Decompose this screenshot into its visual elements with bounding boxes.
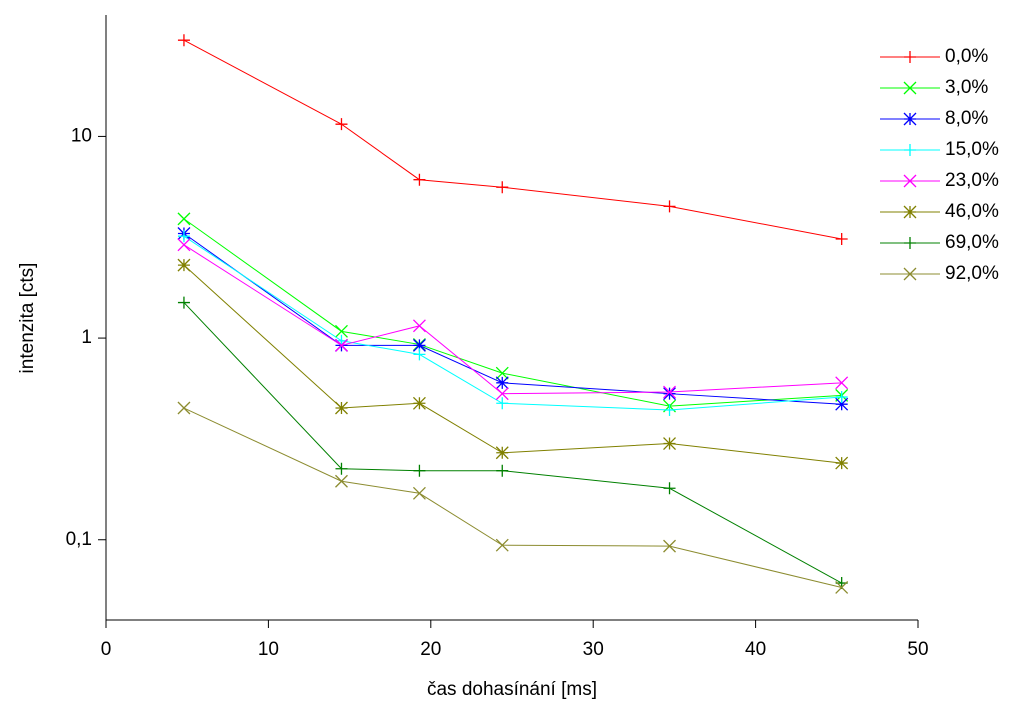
data-point <box>335 462 348 475</box>
data-point <box>663 437 676 450</box>
legend-label: 92,0% <box>945 263 999 284</box>
series-line <box>183 235 842 411</box>
data-point <box>835 391 848 404</box>
data-point <box>496 397 509 410</box>
legend-label: 15,0% <box>945 139 999 160</box>
data-point <box>412 486 426 500</box>
data-point <box>177 230 190 243</box>
series-line <box>183 302 842 584</box>
data-point <box>663 482 676 495</box>
data-point <box>177 238 191 252</box>
legend-label: 3,0% <box>945 77 988 98</box>
series-line <box>183 407 842 588</box>
data-point <box>413 348 426 361</box>
data-point <box>335 338 348 352</box>
x-tick-label: 30 <box>583 639 604 660</box>
legend-marker <box>903 205 917 219</box>
data-point <box>177 296 190 309</box>
data-point <box>495 376 509 390</box>
data-point <box>663 385 676 399</box>
legend-label: 46,0% <box>945 201 999 222</box>
legend-marker <box>904 237 916 249</box>
legend-label: 0,0% <box>945 46 988 67</box>
data-point <box>495 538 509 552</box>
data-point <box>663 403 676 416</box>
data-point <box>835 232 848 245</box>
x-tick-label: 0 <box>101 639 112 660</box>
y-tick-label: 1 <box>81 327 92 348</box>
x-tick-label: 40 <box>745 639 766 660</box>
data-point <box>663 539 676 553</box>
legend-marker <box>903 112 917 126</box>
series-line <box>183 264 842 464</box>
data-point <box>177 34 190 47</box>
legend-marker <box>903 174 917 188</box>
data-point <box>496 464 509 477</box>
data-point <box>412 338 426 352</box>
data-point <box>413 464 426 477</box>
data-point <box>412 319 426 333</box>
legend-marker <box>904 51 916 63</box>
x-tick-label: 10 <box>258 639 279 660</box>
data-point <box>495 446 509 460</box>
series-line <box>183 233 842 405</box>
legend-marker <box>903 81 917 95</box>
y-tick-label: 0,1 <box>66 529 92 550</box>
data-point <box>335 474 348 488</box>
y-tick-label: 10 <box>71 125 92 146</box>
x-tick-label: 50 <box>907 639 928 660</box>
data-point <box>496 181 509 194</box>
data-point <box>495 366 509 380</box>
series-line <box>183 218 842 407</box>
data-point <box>663 387 676 401</box>
data-point <box>177 258 191 272</box>
data-point <box>835 580 849 594</box>
y-axis-title: intenzita [cts] <box>17 263 38 374</box>
data-point <box>335 401 348 415</box>
legend-label: 8,0% <box>945 108 988 129</box>
legend-marker <box>903 267 917 281</box>
data-point <box>412 396 426 410</box>
data-point <box>835 456 849 470</box>
data-point <box>835 376 849 390</box>
data-point <box>835 397 849 411</box>
legend-label: 23,0% <box>945 170 999 191</box>
data-point <box>335 324 348 338</box>
legend-marker <box>904 144 916 156</box>
data-point <box>663 200 676 213</box>
series-line <box>183 244 842 395</box>
data-point <box>335 118 348 131</box>
data-point <box>413 173 426 186</box>
x-axis-title: čas dohasínání [ms] <box>427 679 597 700</box>
data-point <box>495 387 509 401</box>
data-point <box>177 401 191 415</box>
x-tick-label: 20 <box>420 639 441 660</box>
legend-label: 69,0% <box>945 232 999 253</box>
series-line <box>183 39 842 240</box>
data-point <box>177 212 191 226</box>
